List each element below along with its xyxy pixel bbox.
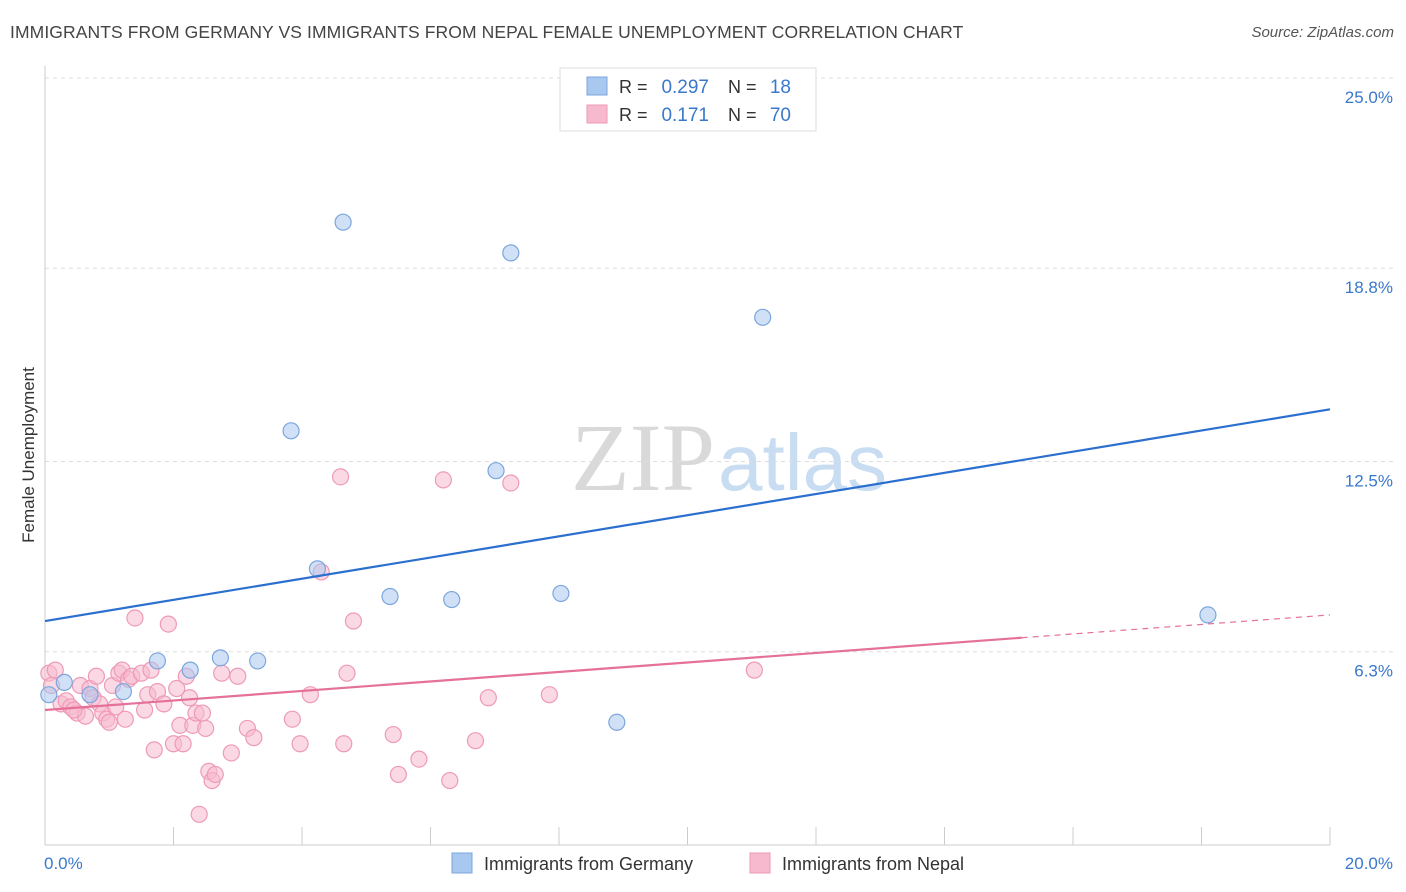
y-tick-label: 6.3% — [1354, 662, 1393, 681]
legend-r-value: 0.171 — [661, 105, 709, 126]
germany-point — [282, 422, 300, 440]
germany-point — [40, 686, 58, 704]
legend-n-label: N = — [728, 105, 757, 125]
nepal-point — [434, 471, 452, 489]
nepal-point — [441, 771, 459, 790]
germany-point — [148, 652, 167, 670]
nepal-point — [155, 695, 173, 713]
nepal-point — [174, 735, 192, 753]
x-tick-label-max: 20.0% — [1345, 854, 1393, 873]
legend-r-label: R = — [619, 105, 648, 125]
nepal-point — [745, 661, 763, 679]
nepal-legend-swatch — [586, 104, 608, 124]
germany-point — [181, 661, 199, 679]
nepal-point — [283, 710, 301, 728]
germany-point — [552, 584, 570, 603]
germany-point — [81, 686, 99, 704]
nepal-point — [168, 679, 186, 698]
germany-bottom-label: Immigrants from Germany — [484, 854, 693, 874]
nepal-point — [540, 686, 558, 704]
germany-point — [754, 308, 772, 326]
germany-point — [381, 587, 399, 606]
nepal-point — [135, 701, 154, 719]
nepal-trend-line-extension — [1021, 614, 1331, 639]
nepal-point — [291, 735, 309, 753]
source-label: Source: ZipAtlas.com — [1251, 24, 1394, 41]
nepal-point — [193, 704, 212, 722]
y-tick-label: 18.8% — [1345, 278, 1393, 297]
nepal-point — [145, 741, 163, 759]
germany-point — [249, 652, 267, 670]
germany-point — [114, 682, 132, 701]
nepal-point — [229, 667, 247, 685]
nepal-point — [107, 698, 125, 716]
germany-point — [502, 244, 520, 262]
nepal-point — [159, 615, 177, 633]
germany-point — [55, 673, 73, 691]
germany-legend-swatch — [586, 76, 608, 96]
nepal-point — [384, 725, 402, 744]
nepal-point — [338, 664, 356, 682]
nepal-trend-line — [44, 636, 1022, 712]
y-tick-label: 12.5% — [1345, 472, 1393, 491]
germany-point — [608, 713, 626, 731]
nepal-point — [466, 732, 485, 750]
legend-n-value: 70 — [770, 105, 791, 126]
chart-title: IMMIGRANTS FROM GERMANY VS IMMIGRANTS FR… — [10, 22, 964, 42]
nepal-point — [116, 710, 134, 728]
nepal-point — [222, 744, 240, 762]
nepal-bottom-label: Immigrants from Nepal — [782, 854, 964, 874]
germany-trend-line — [44, 408, 1331, 623]
nepal-point — [479, 689, 497, 707]
legend-r-value: 0.297 — [661, 77, 709, 98]
germany-point — [334, 213, 352, 231]
legend-r-label: R = — [619, 77, 648, 97]
nepal-point — [213, 664, 231, 682]
watermark-atlas: atlas — [718, 418, 887, 507]
nepal-point — [389, 765, 407, 784]
germany-point — [211, 649, 230, 667]
germany-point — [443, 590, 461, 609]
germany-point — [487, 462, 505, 480]
nepal-point — [502, 474, 520, 492]
germany-point — [1199, 606, 1217, 624]
y-tick-label: 25.0% — [1345, 88, 1393, 107]
nepal-point — [410, 750, 428, 768]
nepal-point — [190, 805, 208, 823]
nepal-point — [126, 609, 144, 627]
x-tick-label-min: 0.0% — [44, 854, 83, 873]
nepal-point — [87, 667, 106, 685]
legend-n-label: N = — [728, 77, 757, 97]
nepal-point — [331, 468, 350, 486]
nepal-point — [335, 735, 353, 753]
nepal-point — [344, 612, 362, 630]
nepal-point — [65, 701, 83, 719]
legend-n-value: 18 — [770, 77, 791, 98]
nepal-bottom-swatch — [749, 852, 771, 874]
nepal-point — [100, 713, 118, 731]
germany-bottom-swatch — [451, 852, 473, 874]
nepal-point — [245, 729, 263, 747]
nepal-point — [206, 765, 224, 784]
y-axis-label: Female Unemployment — [19, 367, 38, 543]
watermark-zip: ZIP — [571, 404, 715, 511]
nepal-point — [197, 719, 215, 738]
nepal-point — [180, 689, 199, 707]
